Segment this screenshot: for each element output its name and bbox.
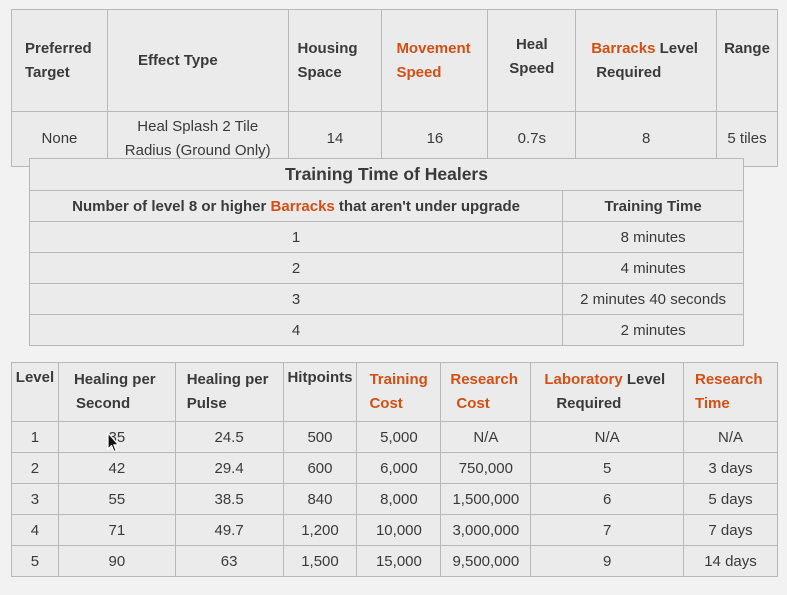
cell-level: 2 <box>11 452 59 484</box>
header-movement-speed[interactable]: Movement Speed <box>381 9 489 112</box>
cell-laboratory-level: 7 <box>530 514 684 546</box>
cell-healing-per-second: 42 <box>57 452 176 484</box>
header-research-time[interactable]: Research Time <box>683 362 778 422</box>
laboratory-link[interactable]: Laboratory <box>544 371 623 388</box>
header-training-time: Training Time <box>562 190 744 222</box>
cell-hitpoints: 840 <box>282 483 358 515</box>
barracks-link[interactable]: Barracks <box>270 197 335 215</box>
cell-research-time: 7 days <box>683 514 778 546</box>
table-row: 1 8 minutes <box>28 221 744 253</box>
header-healing-per-second: Healing per Second <box>57 362 176 422</box>
table-row: 4 71 49.7 1,200 10,000 3,000,000 7 7 day… <box>11 514 778 546</box>
cell-level: 4 <box>11 514 59 546</box>
cell-healing-per-pulse: 24.5 <box>174 421 284 453</box>
cell-laboratory-level: 5 <box>530 452 684 484</box>
cell-training-cost: 10,000 <box>356 514 442 546</box>
table-row: 2 4 minutes <box>28 252 744 284</box>
cell-healing-per-pulse: 38.5 <box>174 483 284 515</box>
barracks-link[interactable]: Barracks <box>591 39 656 57</box>
cell-research-cost: N/A <box>440 421 532 453</box>
cell-research-time: 5 days <box>683 483 778 515</box>
cell-healing-per-second: 90 <box>57 545 176 577</box>
cell-range: 5 tiles <box>716 111 778 167</box>
cell-research-time: N/A <box>683 421 778 453</box>
table-row: 2 42 29.4 600 6,000 750,000 5 3 days <box>11 452 778 484</box>
header-healing-per-pulse: Healing per Pulse <box>174 362 284 422</box>
header-barracks-count: Number of level 8 or higher Barracks tha… <box>28 190 564 222</box>
table-header-row: Preferred Target Effect Type Housing Spa… <box>11 9 778 112</box>
cell-laboratory-level: 9 <box>530 545 684 577</box>
cell-level: 5 <box>11 545 59 577</box>
cell-count: 2 <box>28 252 564 284</box>
cell-healing-per-pulse: 29.4 <box>174 452 284 484</box>
cell-hitpoints: 1,200 <box>282 514 358 546</box>
cell-research-time: 14 days <box>683 545 778 577</box>
table-row: None Heal Splash 2 Tile Radius (Ground O… <box>11 111 778 167</box>
cell-count: 1 <box>28 221 564 253</box>
cell-hitpoints: 500 <box>282 421 358 453</box>
table-row: 1 35 24.5 500 5,000 N/A N/A N/A <box>11 421 778 453</box>
table-row: 3 55 38.5 840 8,000 1,500,000 6 5 days <box>11 483 778 515</box>
cell-research-cost: 9,500,000 <box>440 545 532 577</box>
header-training-cost[interactable]: Training Cost <box>356 362 442 422</box>
level-stats-table: Level Healing per Second Healing per Pul… <box>11 362 778 577</box>
cell-healing-per-pulse: 49.7 <box>174 514 284 546</box>
cell-time: 8 minutes <box>562 221 744 253</box>
cell-level: 3 <box>11 483 59 515</box>
cell-count: 4 <box>28 314 564 346</box>
table-header-row: Level Healing per Second Healing per Pul… <box>11 362 778 422</box>
header-level: Level <box>11 362 59 422</box>
cell-research-time: 3 days <box>683 452 778 484</box>
cell-healing-per-second: 35 <box>57 421 176 453</box>
header-barracks-level: Barracks Level Required <box>575 9 718 112</box>
cell-research-cost: 1,500,000 <box>440 483 532 515</box>
header-effect-type: Effect Type <box>106 9 289 112</box>
unit-stats-table: Preferred Target Effect Type Housing Spa… <box>11 9 778 167</box>
table-caption-row: Training Time of Healers <box>29 158 744 191</box>
cell-time: 2 minutes 40 seconds <box>562 283 744 315</box>
cell-healing-per-second: 71 <box>57 514 176 546</box>
table-row: 4 2 minutes <box>28 314 744 346</box>
cell-hitpoints: 600 <box>282 452 358 484</box>
training-time-table: Training Time of Healers Number of level… <box>28 158 744 346</box>
table-header-row: Number of level 8 or higher Barracks tha… <box>28 190 744 222</box>
cell-training-cost: 5,000 <box>356 421 442 453</box>
header-heal-speed: Heal Speed <box>487 9 577 112</box>
cell-healing-per-second: 55 <box>57 483 176 515</box>
cell-level: 1 <box>11 421 59 453</box>
header-laboratory-level: Laboratory Level Required <box>530 362 684 422</box>
table-row: 3 2 minutes 40 seconds <box>28 283 744 315</box>
cell-research-cost: 750,000 <box>440 452 532 484</box>
cell-movement-speed: 16 <box>381 111 489 167</box>
cell-healing-per-pulse: 63 <box>174 545 284 577</box>
cell-time: 2 minutes <box>562 314 744 346</box>
cell-housing-space: 14 <box>287 111 383 167</box>
cell-laboratory-level: 6 <box>530 483 684 515</box>
cell-preferred-target: None <box>11 111 108 167</box>
header-preferred-target: Preferred Target <box>11 9 108 112</box>
cell-training-cost: 6,000 <box>356 452 442 484</box>
cell-count: 3 <box>28 283 564 315</box>
header-hitpoints: Hitpoints <box>282 362 358 422</box>
cell-laboratory-level: N/A <box>530 421 684 453</box>
cell-hitpoints: 1,500 <box>282 545 358 577</box>
cell-effect-type: Heal Splash 2 Tile Radius (Ground Only) <box>106 111 289 167</box>
cell-training-cost: 8,000 <box>356 483 442 515</box>
header-research-cost[interactable]: Research Cost <box>440 362 532 422</box>
table-row: 5 90 63 1,500 15,000 9,500,000 9 14 days <box>11 545 778 577</box>
cell-training-cost: 15,000 <box>356 545 442 577</box>
table-caption: Training Time of Healers <box>29 158 744 191</box>
header-range: Range <box>716 9 778 112</box>
cell-time: 4 minutes <box>562 252 744 284</box>
cell-research-cost: 3,000,000 <box>440 514 532 546</box>
header-housing-space: Housing Space <box>287 9 383 112</box>
